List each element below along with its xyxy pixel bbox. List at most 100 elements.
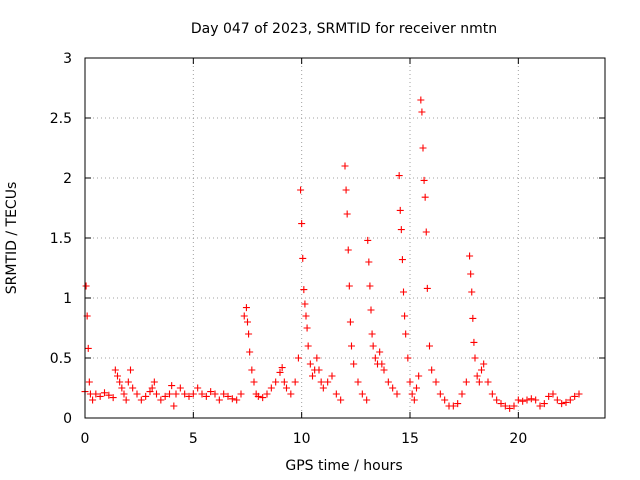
data-point: [111, 366, 119, 374]
data-point: [367, 306, 375, 314]
data-point: [89, 396, 97, 404]
data-point: [120, 390, 128, 398]
data-point: [462, 378, 470, 386]
data-point: [466, 252, 474, 260]
data-point: [122, 396, 130, 404]
data-point: [497, 400, 505, 408]
data-point: [233, 396, 241, 404]
data-point: [109, 394, 117, 402]
data-point: [536, 402, 544, 410]
data-point: [423, 284, 431, 292]
data-point: [566, 396, 574, 404]
data-point: [82, 282, 90, 290]
x-tick-label: 5: [189, 431, 198, 447]
data-point: [436, 390, 444, 398]
data-point: [267, 384, 275, 392]
data-point: [358, 390, 366, 398]
data-point: [133, 390, 141, 398]
data-point: [146, 388, 154, 396]
data-point: [420, 176, 428, 184]
data-point: [468, 288, 476, 296]
data-point: [161, 392, 169, 400]
x-tick-label: 0: [81, 431, 90, 447]
data-point: [301, 300, 309, 308]
data-point: [278, 364, 286, 372]
data-point: [470, 338, 478, 346]
data-point: [395, 172, 403, 180]
data-point: [263, 390, 271, 398]
data-point: [441, 396, 449, 404]
data-point: [202, 392, 210, 400]
data-point: [402, 330, 410, 338]
data-point: [406, 378, 414, 386]
data-point: [418, 108, 426, 116]
data-point: [342, 186, 350, 194]
data-point: [168, 382, 176, 390]
data-point: [449, 402, 457, 410]
data-point: [246, 348, 254, 356]
data-point: [510, 402, 518, 410]
data-point: [101, 389, 108, 397]
data-point: [401, 312, 409, 320]
data-point: [150, 378, 158, 386]
data-point: [393, 390, 401, 398]
data-point: [298, 220, 306, 228]
data-point: [398, 256, 406, 264]
data-point: [254, 392, 262, 400]
data-point: [376, 348, 384, 356]
data-point: [389, 384, 397, 392]
data-point: [454, 400, 462, 408]
data-point: [332, 390, 340, 398]
data-point: [127, 366, 134, 374]
data-point: [153, 390, 160, 398]
data-point: [480, 360, 488, 368]
data-point: [242, 304, 250, 312]
data-point: [396, 206, 404, 214]
data-point: [185, 392, 193, 400]
data-point: [315, 366, 323, 374]
data-point: [469, 314, 477, 322]
data-point: [371, 354, 379, 362]
data-point: [297, 186, 305, 194]
data-point: [527, 395, 535, 403]
data-point: [194, 384, 202, 392]
data-point: [478, 366, 485, 374]
data-point: [276, 368, 284, 376]
data-point: [313, 354, 321, 362]
data-point: [540, 400, 548, 408]
y-tick-label: 2: [63, 171, 72, 187]
y-axis-label: SRMTID / TECUs: [4, 182, 20, 295]
data-point: [422, 228, 430, 236]
data-point: [96, 392, 104, 400]
data-point: [397, 226, 405, 234]
data-point: [419, 144, 427, 152]
data-point: [224, 392, 232, 400]
data-point: [467, 270, 475, 278]
data-point: [302, 312, 310, 320]
x-axis-label: GPS time / hours: [285, 458, 402, 474]
data-point: [519, 397, 527, 405]
data-point: [317, 378, 325, 386]
data-point: [354, 378, 362, 386]
data-point: [207, 388, 215, 396]
data-point: [384, 378, 392, 386]
data-point: [404, 354, 412, 362]
data-point: [220, 390, 228, 398]
data-point: [475, 378, 483, 386]
data-point: [344, 246, 352, 254]
data-point: [378, 360, 386, 368]
data-point: [549, 390, 557, 398]
data-point: [432, 378, 440, 386]
data-point: [343, 210, 351, 218]
data-point: [337, 396, 345, 404]
data-point: [170, 402, 178, 410]
data-point: [250, 378, 258, 386]
data-point: [291, 378, 299, 386]
data-point: [363, 396, 371, 404]
data-point: [471, 354, 479, 362]
data-point: [142, 392, 150, 400]
data-point: [532, 396, 540, 404]
